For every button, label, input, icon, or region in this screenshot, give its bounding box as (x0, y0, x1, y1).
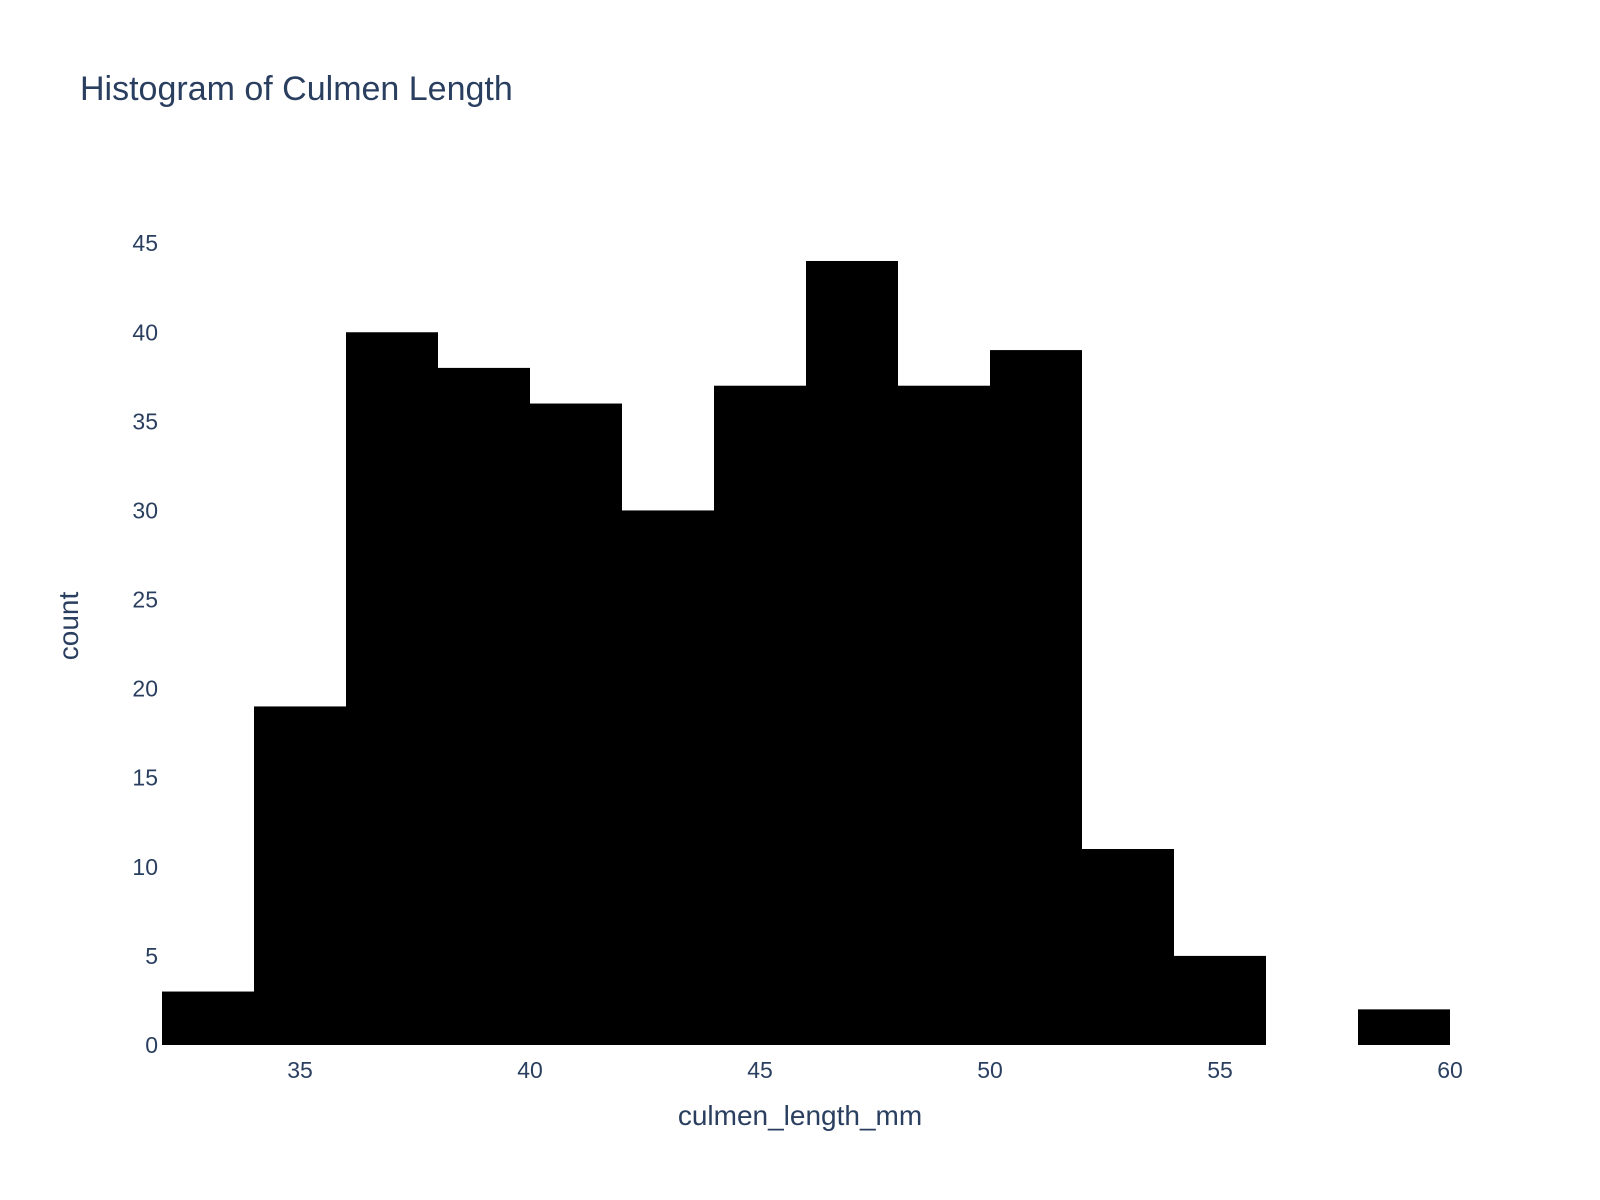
y-tick-label: 35 (132, 408, 158, 434)
histogram-bar-5 (622, 510, 714, 1046)
x-tick-label: 45 (747, 1057, 773, 1083)
histogram-bar-10 (1082, 848, 1174, 1045)
histogram-bar-9 (990, 350, 1082, 1046)
y-tick-label: 10 (132, 854, 158, 880)
histogram-bar-1 (254, 706, 346, 1045)
x-tick-labels: 35 40 45 50 55 60 (287, 1057, 1463, 1083)
x-tick-label: 40 (517, 1057, 543, 1083)
histogram-bar-13 (1358, 1009, 1450, 1045)
histogram-bar-4 (530, 403, 622, 1045)
y-tick-label: 20 (132, 676, 158, 702)
x-tick-label: 60 (1437, 1057, 1463, 1083)
x-tick-label: 55 (1207, 1057, 1233, 1083)
histogram-bar-8 (898, 385, 990, 1045)
x-tick-label: 50 (977, 1057, 1003, 1083)
y-tick-label: 5 (145, 943, 158, 969)
x-axis-title: culmen_length_mm (678, 1100, 922, 1131)
bars-group (162, 260, 1450, 1046)
chart-title: Histogram of Culmen Length (80, 70, 513, 108)
histogram-bar-3 (438, 367, 530, 1045)
y-tick-label: 15 (132, 765, 158, 791)
y-tick-label: 25 (132, 587, 158, 613)
histogram-bar-2 (346, 332, 438, 1045)
y-tick-label: 0 (145, 1032, 158, 1058)
x-tick-label: 35 (287, 1057, 313, 1083)
histogram-bar-11 (1174, 955, 1266, 1045)
y-tick-label: 30 (132, 497, 158, 523)
y-tick-labels: 0 5 10 15 20 25 30 35 40 45 (132, 230, 158, 1058)
histogram-bar-6 (714, 385, 806, 1045)
histogram-bar-7 (806, 260, 898, 1045)
y-axis-title: count (53, 592, 84, 661)
histogram-bar-0 (162, 991, 254, 1045)
y-tick-label: 45 (132, 230, 158, 256)
y-tick-label: 40 (132, 319, 158, 345)
